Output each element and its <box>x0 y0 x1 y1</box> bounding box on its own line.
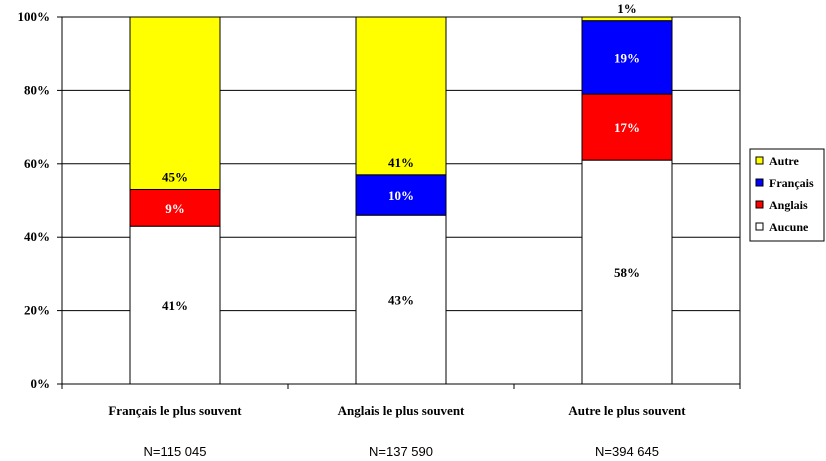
data-label: 43% <box>388 293 414 308</box>
legend-swatch <box>755 200 764 209</box>
data-label: 1% <box>617 1 637 16</box>
data-label: 41% <box>162 298 188 313</box>
y-tick-label: 20% <box>24 303 50 318</box>
data-labels: 41% 9% 45% 43% 10% 41% 58% 17% 19% 1% <box>162 1 640 313</box>
legend-swatch <box>755 222 764 231</box>
axes: 0% 20% 40% 60% 80% 100% Français le plus souve… <box>18 9 741 459</box>
bars <box>129 16 673 385</box>
sample-size-label: N=115 045 <box>143 444 206 459</box>
legend-swatch <box>755 156 764 165</box>
data-label: 19% <box>614 50 640 65</box>
bar-segment-aucune <box>581 159 673 385</box>
y-tick-label: 80% <box>24 82 50 97</box>
y-tick-label: 100% <box>18 9 51 24</box>
legend-label: Français <box>769 176 814 190</box>
bar-segment-autre <box>355 16 447 176</box>
y-tick-label: 40% <box>24 229 50 244</box>
data-label: 58% <box>614 265 640 280</box>
bar-segment-autre <box>581 16 673 22</box>
category-label: Autre le plus souvent <box>568 403 686 418</box>
legend-label: Autre <box>769 154 799 168</box>
bar-segment-anglais <box>129 188 221 227</box>
data-label: 10% <box>388 188 414 203</box>
bar-segment-franais <box>581 20 673 95</box>
category-label: Anglais le plus souvent <box>338 403 465 418</box>
category-label: Français le plus souvent <box>108 403 242 418</box>
sample-size-label: N=137 590 <box>369 444 433 459</box>
bar-segment-aucune <box>129 225 221 385</box>
legend: Autre Français Anglais Aucune <box>749 148 825 242</box>
data-label: 9% <box>165 201 185 216</box>
legend-swatch <box>755 178 764 187</box>
sample-size-label: N=394 645 <box>595 444 659 459</box>
y-tick-label: 60% <box>24 156 50 171</box>
legend-label: Aucune <box>769 220 809 234</box>
bar-segment-autre <box>129 16 221 190</box>
data-label: 41% <box>388 155 414 170</box>
data-label: 45% <box>162 169 188 184</box>
y-tick-label: 0% <box>31 376 51 391</box>
bar-segment-anglais <box>581 93 673 161</box>
data-label: 17% <box>614 120 640 135</box>
legend-label: Anglais <box>769 198 808 212</box>
